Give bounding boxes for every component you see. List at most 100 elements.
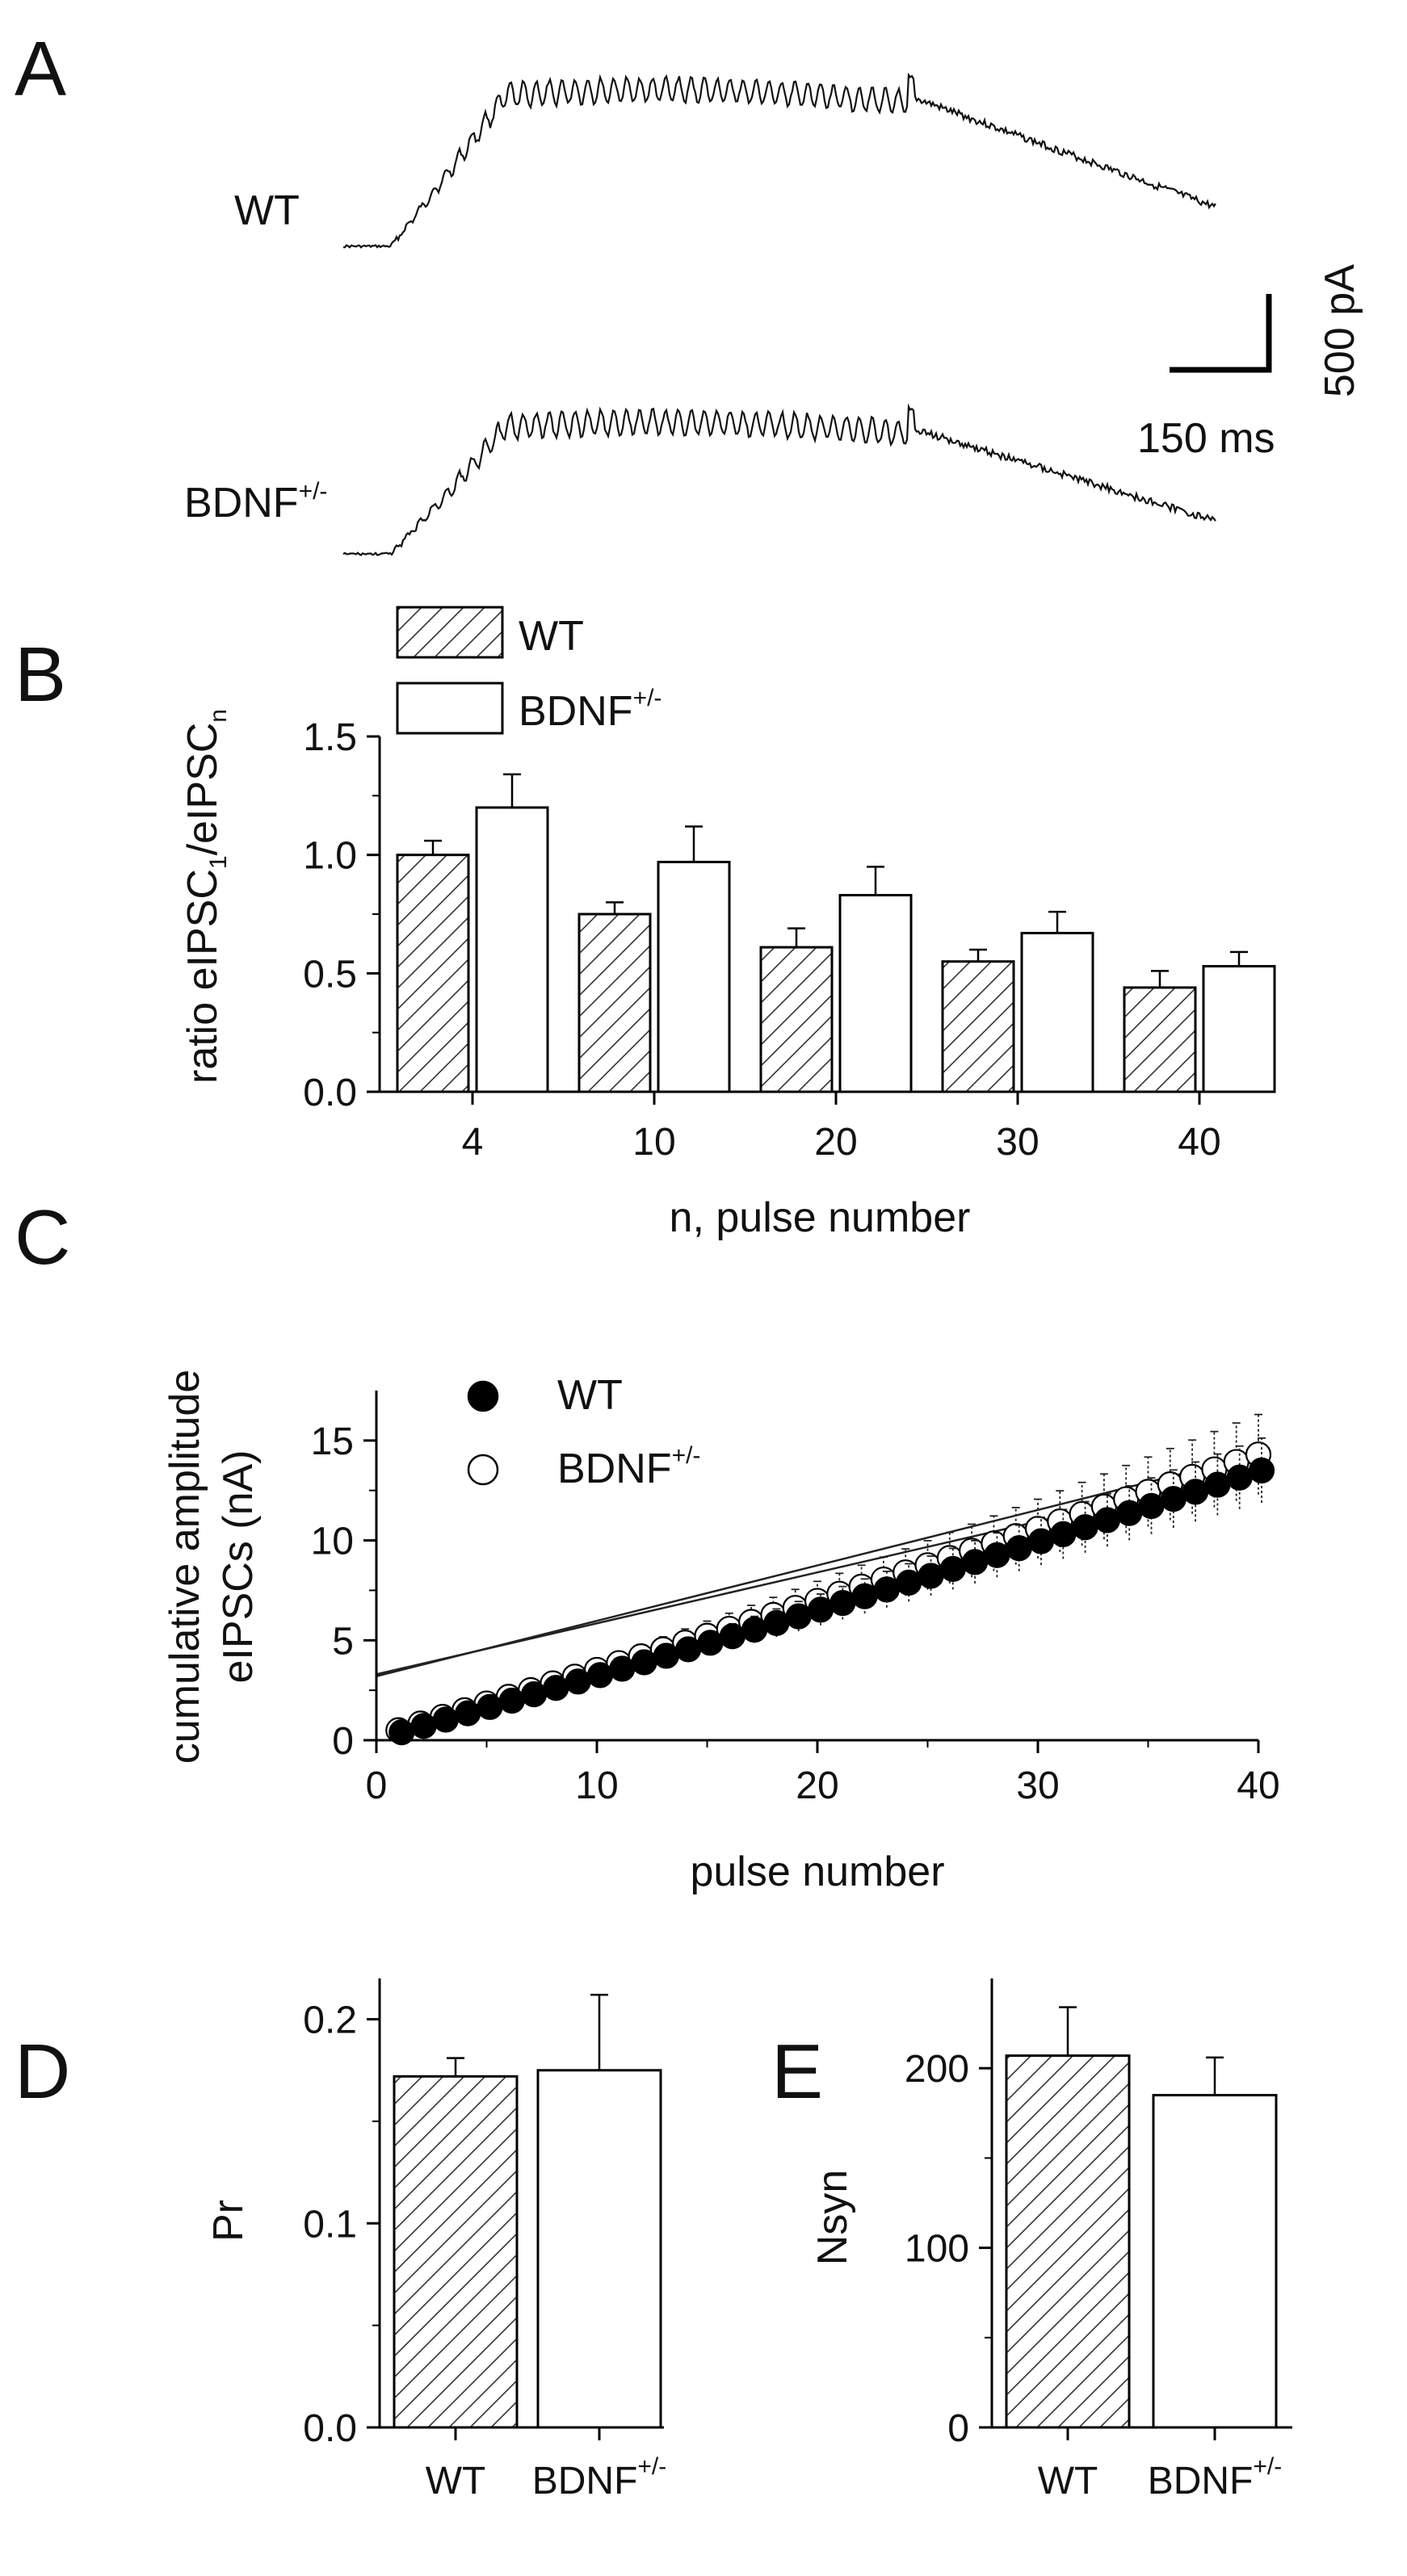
point-c-wt (1007, 1536, 1031, 1560)
point-c-wt (1051, 1522, 1075, 1546)
point-c-wt (742, 1617, 766, 1642)
point-c-wt (500, 1689, 524, 1713)
bar-b-bdnf-10 (658, 862, 729, 1092)
point-c-wt (456, 1701, 480, 1726)
ytick-label-c-0: 0 (332, 1720, 354, 1763)
panel-label-e: E (771, 2028, 823, 2115)
panel-label-b: B (15, 631, 66, 718)
panel-d: WT BDNF+/-0.00.10.2 Pr (205, 1978, 666, 2503)
point-c-wt (1073, 1515, 1098, 1539)
point-c-wt (632, 1650, 657, 1674)
point-c-wt (654, 1643, 678, 1668)
point-c-wt (853, 1584, 877, 1609)
bar-b-bdnf-20 (840, 896, 911, 1092)
point-c-wt (985, 1543, 1009, 1567)
trace-wt (343, 75, 1216, 247)
legend-c-label-wt: WT (557, 1372, 623, 1419)
point-c-wt (720, 1624, 745, 1648)
panel-label-c: C (15, 1194, 70, 1281)
panel-c: 0 10 20 30 40 0 5 10 15 WT BDNF+/- cumulative am… (162, 1370, 1280, 1895)
ytick-label-c-5: 5 (332, 1620, 354, 1663)
point-c-wt (522, 1682, 546, 1706)
xtick-label-e-wt: WT (1038, 2460, 1098, 2503)
xtick-label-b-20: 20 (814, 1121, 857, 1164)
xtick-label-b-10: 10 (632, 1121, 675, 1164)
legend-b-swatch-wt (397, 607, 502, 657)
bar-b-wt-30 (943, 962, 1014, 1092)
bar-b-bdnf-40 (1203, 967, 1275, 1092)
point-c-wt (1250, 1458, 1274, 1483)
point-c-wt (897, 1571, 921, 1595)
point-c-wt (588, 1663, 612, 1687)
ytick-label-c-10: 10 (311, 1521, 354, 1563)
ytick-label-b-0.0: 0.0 (303, 1072, 357, 1114)
ytick-label-e-0: 0 (947, 2407, 969, 2450)
xtick-label-c-20: 20 (796, 1764, 838, 1807)
ytick-label-b-1.5: 1.5 (303, 716, 357, 759)
legend-c: WT BDNF+/- (468, 1372, 700, 1492)
axis-b-xlabel: n, pulse number (670, 1194, 971, 1241)
axis-c-xlabel: pulse number (690, 1848, 944, 1895)
point-c-wt (1117, 1501, 1141, 1525)
point-c-wt (1205, 1473, 1229, 1497)
xtick-label-c-10: 10 (575, 1764, 618, 1807)
figure: A B C D E WT BDNF+/- 500 pA 150 ms WT BD… (0, 0, 1407, 2576)
legend-b-label-bdnf: BDNF+/- (519, 685, 662, 735)
point-c-wt (412, 1714, 436, 1738)
legend-c-label-bdnf: BDNF+/- (557, 1442, 700, 1492)
point-c-wt (676, 1637, 700, 1661)
point-c-wt (875, 1577, 899, 1601)
ytick-label-d-0.2: 0.2 (303, 1999, 357, 2042)
legend-c-marker-wt (468, 1382, 498, 1411)
point-c-wt (610, 1656, 634, 1680)
panel-e: WT BDNF+/- 0 100 200 Nsyn (809, 1978, 1292, 2503)
ytick-label-b-1.0: 1.0 (303, 835, 357, 878)
panel-b: WT BDNF+/- 4 10 20 30 40 0.0 0.5 1.0 1.5 ratio e… (179, 607, 1275, 1241)
panel-a: WT BDNF+/- 500 pA 150 ms (184, 75, 1363, 556)
point-c-wt (1183, 1479, 1208, 1504)
legend-b-label-wt: WT (519, 613, 584, 660)
bar-b-wt-20 (761, 947, 832, 1092)
xtick-label-c-30: 30 (1016, 1764, 1059, 1807)
axis-e-ylabel: Nsyn (809, 2170, 856, 2265)
point-c-wt (963, 1550, 987, 1574)
panel-label-a: A (15, 26, 66, 112)
xtick-label-e-bdnf: BDNF+/- (1148, 2453, 1283, 2503)
axis-b-ylabel: ratio eIPSC1/eIPSCn (179, 709, 232, 1084)
xtick-label-c-0: 0 (366, 1764, 388, 1807)
axis-d-ylabel: Pr (205, 2200, 252, 2242)
scale-bar-amplitude-label: 500 pA (1317, 264, 1363, 397)
bar-d-bdnf (538, 2070, 661, 2427)
bar-b-wt-4 (397, 855, 468, 1092)
xtick-label-b-4: 4 (462, 1121, 484, 1164)
point-c-wt (1161, 1487, 1186, 1511)
ytick-label-e-100: 100 (905, 2228, 969, 2271)
panel-label-d: D (15, 2028, 70, 2115)
point-c-wt (434, 1707, 458, 1731)
xtick-label-b-30: 30 (996, 1121, 1039, 1164)
bar-b-wt-10 (579, 914, 650, 1092)
point-c-wt (830, 1591, 855, 1615)
bar-b-wt-40 (1124, 988, 1195, 1092)
xtick-label-c-40: 40 (1237, 1764, 1279, 1807)
point-c-wt (478, 1695, 502, 1719)
xtick-label-d-wt: WT (426, 2460, 486, 2503)
point-c-wt (764, 1611, 788, 1635)
legend-c-marker-bdnf (468, 1455, 498, 1484)
point-c-wt (808, 1597, 833, 1622)
bar-b-bdnf-30 (1022, 933, 1093, 1092)
ytick-label-d-0.0: 0.0 (303, 2407, 357, 2450)
axis-c-ylabel-line2: eIPSCs (nA) (215, 1450, 262, 1684)
trace-label-wt: WT (234, 187, 300, 234)
xtick-label-d-bdnf: BDNF+/- (532, 2453, 667, 2503)
point-c-wt (1029, 1529, 1053, 1554)
ytick-label-c-15: 15 (311, 1420, 354, 1463)
bar-b-bdnf-4 (477, 808, 548, 1092)
point-c-wt (919, 1563, 943, 1588)
legend-b: WT BDNF+/- (397, 607, 662, 735)
point-c-wt (941, 1557, 965, 1581)
scale-bar-time-label: 150 ms (1137, 415, 1275, 462)
bar-e-wt (1006, 2056, 1129, 2427)
scale-bar: 500 pA 150 ms (1137, 264, 1363, 462)
trace-bdnf (343, 407, 1216, 556)
